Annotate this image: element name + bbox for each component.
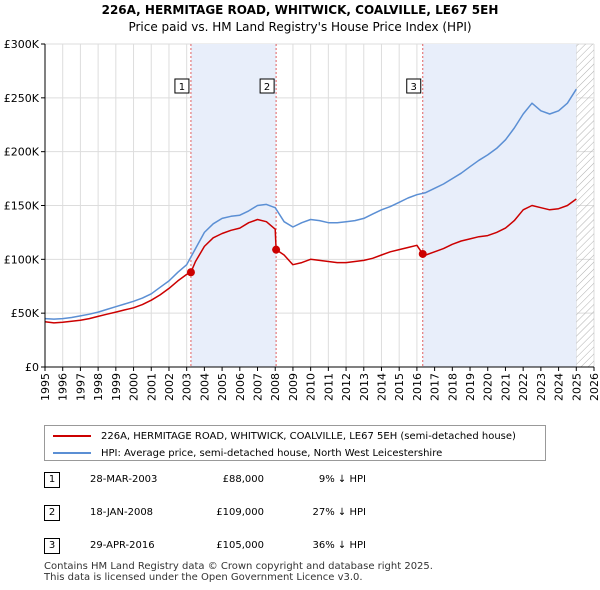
y-tick-label: £250K <box>4 92 40 105</box>
hpi-series-line <box>44 88 577 320</box>
x-tick-label: 2003 <box>181 373 194 401</box>
x-tick-label: 2025 <box>570 373 583 401</box>
legend-swatch-hpi <box>53 452 91 454</box>
sale-date: 29-APR-2016 <box>90 540 155 551</box>
x-tick-label: 2007 <box>252 373 265 401</box>
legend-item-hpi: HPI: Average price, semi-detached house,… <box>53 445 442 461</box>
hatched-future-region <box>576 44 594 367</box>
y-tick-label: £50K <box>11 307 40 320</box>
x-tick-label: 2009 <box>287 373 300 401</box>
x-tick-label: 2020 <box>482 373 495 401</box>
legend-item-property: 226A, HERMITAGE ROAD, WHITWICK, COALVILL… <box>53 428 516 444</box>
chart-subtitle: Price paid vs. HM Land Registry's House … <box>128 20 471 34</box>
sale-label-box <box>406 78 422 94</box>
sale-number-badge: 3 <box>44 538 60 554</box>
x-tick-label: 2026 <box>588 373 600 401</box>
sale-hpi-diff: 9% ↓ HPI <box>318 474 366 485</box>
sale-date: 18-JAN-2008 <box>90 507 154 518</box>
sale-point <box>418 249 427 258</box>
x-tick-label: 2011 <box>322 373 335 401</box>
x-tick-label: 2022 <box>517 373 530 401</box>
x-tick-label: 1997 <box>74 373 87 401</box>
x-tick-label: 2021 <box>499 373 512 401</box>
y-tick-label: £0 <box>25 361 39 374</box>
sale-label-box <box>259 78 275 94</box>
sale-date: 28-MAR-2003 <box>90 474 158 485</box>
chart: 226A, HERMITAGE ROAD, WHITWICK, COALVILL… <box>4 3 600 401</box>
x-tick-label: 2012 <box>340 373 353 401</box>
x-tick-label: 1998 <box>92 373 105 401</box>
legend-label-property: 226A, HERMITAGE ROAD, WHITWICK, COALVILL… <box>101 430 516 442</box>
sale-hpi-diff: 27% ↓ HPI <box>312 507 366 518</box>
footer-note: Contains HM Land Registry data © Crown c… <box>44 561 433 583</box>
y-tick-label: £150K <box>4 200 40 213</box>
sale-number-badge: 2 <box>44 505 60 521</box>
legend-swatch-property <box>53 435 91 437</box>
shaded-period <box>422 44 577 367</box>
x-tick-label: 2015 <box>393 373 406 401</box>
y-tick-label: £200K <box>4 146 40 159</box>
x-tick-label: 1996 <box>57 373 70 401</box>
sale-row: 3 29-APR-2016 £105,000 36% ↓ HPI <box>44 536 544 556</box>
footer-line-1: Contains HM Land Registry data © Crown c… <box>44 561 433 572</box>
x-tick-label: 2002 <box>163 373 176 401</box>
sale-price: £88,000 <box>222 474 264 485</box>
y-tick-label: £300K <box>4 38 40 51</box>
sale-row: 2 18-JAN-2008 £109,000 27% ↓ HPI <box>44 503 544 523</box>
x-tick-label: 2019 <box>464 373 477 401</box>
sale-number-badge: 1 <box>44 472 60 488</box>
x-tick-label: 2018 <box>446 373 459 401</box>
chart-title: 226A, HERMITAGE ROAD, WHITWICK, COALVILL… <box>102 3 499 17</box>
x-tick-label: 2000 <box>128 373 141 401</box>
x-tick-label: 2008 <box>269 373 282 401</box>
x-tick-label: 1995 <box>39 373 52 401</box>
x-tick-label: 2010 <box>305 373 318 401</box>
sale-label-number: 3 <box>411 82 417 93</box>
x-tick-label: 2006 <box>234 373 247 401</box>
sale-point <box>272 245 281 254</box>
sale-label-box <box>174 78 190 94</box>
x-tick-label: 2023 <box>535 373 548 401</box>
footer-line-2: This data is licensed under the Open Gov… <box>44 572 363 583</box>
sale-price: £109,000 <box>216 507 264 518</box>
x-tick-label: 1999 <box>110 373 123 401</box>
x-tick-label: 2005 <box>216 373 229 401</box>
sale-label-number: 1 <box>179 82 185 93</box>
x-tick-label: 2004 <box>198 373 211 401</box>
x-tick-label: 2001 <box>145 373 158 401</box>
legend: 226A, HERMITAGE ROAD, WHITWICK, COALVILL… <box>44 425 546 461</box>
legend-label-hpi: HPI: Average price, semi-detached house,… <box>101 447 443 459</box>
x-tick-label: 2024 <box>553 373 566 401</box>
sale-point <box>186 268 195 277</box>
sale-price: £105,000 <box>216 540 264 551</box>
x-tick-label: 2013 <box>358 373 371 401</box>
x-tick-label: 2017 <box>429 373 442 401</box>
sale-row: 1 28-MAR-2003 £88,000 9% ↓ HPI <box>44 470 544 490</box>
property-series-line <box>44 198 577 324</box>
sale-hpi-diff: 36% ↓ HPI <box>312 540 366 551</box>
x-tick-label: 2016 <box>411 373 424 401</box>
sale-label-number: 2 <box>264 82 270 93</box>
y-tick-label: £100K <box>4 253 40 266</box>
x-tick-label: 2014 <box>375 373 388 401</box>
